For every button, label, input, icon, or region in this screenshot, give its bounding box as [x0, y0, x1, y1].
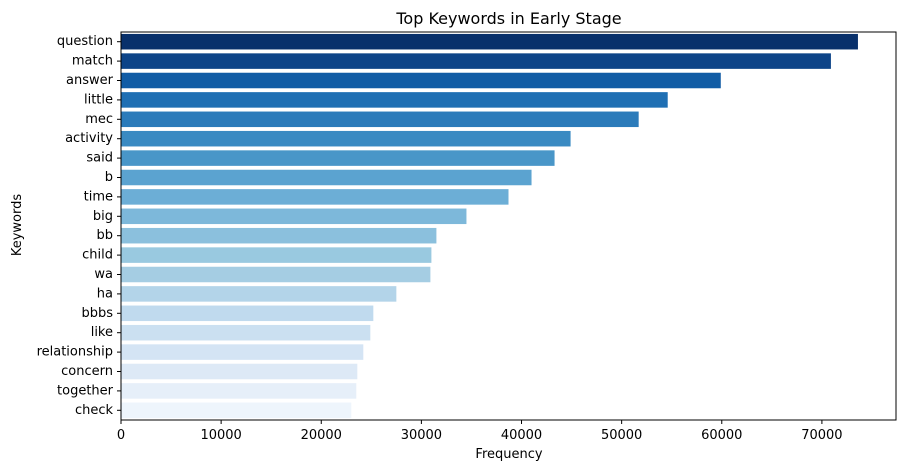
y-tick-label: together: [57, 383, 114, 398]
y-tick-label: ha: [97, 286, 113, 301]
y-axis-ticks: question match answer little mec activity said…: [37, 34, 121, 418]
y-tick-label: answer: [66, 73, 114, 88]
bar-bb: [121, 227, 437, 244]
bar-question: [121, 33, 858, 50]
y-tick-label: child: [82, 248, 113, 263]
y-tick-label: bb: [96, 228, 113, 243]
chart-title: Top Keywords in Early Stage: [395, 9, 621, 28]
y-tick-label: relationship: [37, 345, 113, 360]
y-tick-label: mec: [85, 112, 113, 127]
x-tick-label: 40000: [501, 428, 542, 443]
y-tick-label: like: [91, 325, 113, 340]
bar-answer: [121, 72, 721, 89]
y-tick-label: question: [57, 34, 113, 49]
bar-child: [121, 247, 432, 263]
y-tick-label: time: [84, 189, 113, 204]
bar-mec: [121, 111, 639, 128]
bar-time: [121, 189, 509, 205]
bars-group: [121, 33, 858, 419]
bar-wa: [121, 266, 431, 283]
y-tick-label: check: [75, 403, 114, 418]
plot-frame: [120, 31, 897, 421]
bar-together: [121, 383, 357, 399]
bar-big: [121, 208, 467, 225]
bar-bbbs: [121, 305, 374, 322]
bar-little: [121, 92, 668, 108]
bar-relationship: [121, 344, 364, 360]
y-tick-label: said: [86, 151, 113, 166]
x-axis-label: Frequency: [475, 447, 542, 462]
bar-like: [121, 324, 371, 341]
bar-concern: [121, 363, 358, 380]
x-tick-label: 60000: [701, 428, 742, 443]
y-tick-label: b: [105, 170, 113, 185]
x-tick-label: 30000: [401, 428, 442, 443]
y-tick-label: big: [93, 209, 113, 224]
bar-match: [121, 53, 831, 69]
bar-check: [121, 402, 352, 419]
bar-activity: [121, 130, 571, 147]
y-tick-label: little: [84, 92, 113, 107]
y-tick-label: wa: [94, 267, 113, 282]
x-tick-label: 10000: [200, 428, 241, 443]
x-tick-label: 70000: [801, 428, 842, 443]
y-tick-label: concern: [61, 364, 113, 379]
y-axis-label: Keywords: [10, 194, 25, 257]
bar-said: [121, 150, 555, 166]
bar-b: [121, 169, 532, 186]
y-tick-label: activity: [65, 131, 113, 146]
bar-ha: [121, 286, 397, 302]
y-tick-label: bbbs: [81, 306, 113, 321]
x-tick-label: 20000: [301, 428, 342, 443]
y-tick-label: match: [72, 54, 113, 69]
x-tick-label: 50000: [601, 428, 642, 443]
x-tick-label: 0: [117, 428, 125, 443]
x-axis-ticks: 0 10000 20000 30000 40000 50000 60000 70000: [117, 420, 843, 443]
